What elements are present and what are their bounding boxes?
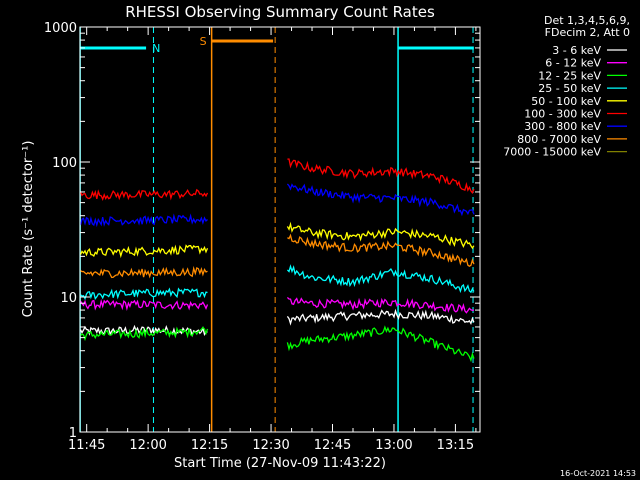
annotation-night-letter: N [152,42,160,55]
series-line [286,221,475,250]
timestamp: 16-Oct-2021 14:53 [560,469,636,478]
series-line [79,324,208,338]
legend-label: 3 - 6 keV [552,44,601,57]
series-line [80,265,208,279]
series-line [79,244,209,259]
series-line [287,233,475,267]
x-tick-label: 12:15 [191,438,228,453]
x-tick-label: 13:15 [437,438,474,453]
legend-label: 100 - 300 keV [524,108,601,121]
plot-frame [79,26,481,433]
y-tick-label: 10 [60,291,77,306]
series-line [286,183,475,217]
series-line [79,298,209,312]
x-tick-label: 12:00 [129,438,166,453]
legend-label: 50 - 100 keV [531,95,601,108]
legend-label: 25 - 50 keV [538,82,601,95]
series-line [286,296,474,314]
legend: Det 1,3,4,5,6,9,FDecim 2, Att 0 3 - 6 keV… [503,14,630,159]
series-line [79,213,208,228]
series-line [286,264,475,294]
axes: 11:45 12:00 12:15 12:30 12:45 13:00 13:15 1 10 10… [44,21,480,453]
legend-label: 6 - 12 keV [545,57,601,70]
legend-label: 800 - 7000 keV [517,133,601,146]
legend-header: Det 1,3,4,5,6,9, [544,14,630,27]
y-tick-label: 1 [69,426,77,441]
series-line [79,188,209,201]
legend-header: FDecim 2, Att 0 [545,26,630,39]
y-axis-label: Count Rate (s⁻¹ detector⁻¹) [21,141,36,318]
x-tick-label: 13:00 [375,438,412,453]
chart-title: RHESSI Observing Summary Count Rates [125,3,435,21]
y-tick-label: 1000 [44,21,77,36]
series-line [80,287,208,301]
x-tick-label: 12:30 [252,438,289,453]
x-axis-label: Start Time (27-Nov-09 11:43:22) [174,456,386,471]
legend-label: 7000 - 15000 keV [503,146,601,159]
legend-label: 12 - 25 keV [538,69,601,82]
x-tick-label: 11:45 [68,438,105,453]
series-line [286,308,475,326]
series-layer [79,158,475,363]
annotation-saa-letter: S [200,35,207,48]
x-tick-label: 12:45 [314,438,351,453]
y-tick-label: 100 [52,156,77,171]
series-line [286,325,475,363]
legend-label: 300 - 800 keV [524,120,601,133]
series-line [287,158,475,194]
series-line [80,326,209,342]
